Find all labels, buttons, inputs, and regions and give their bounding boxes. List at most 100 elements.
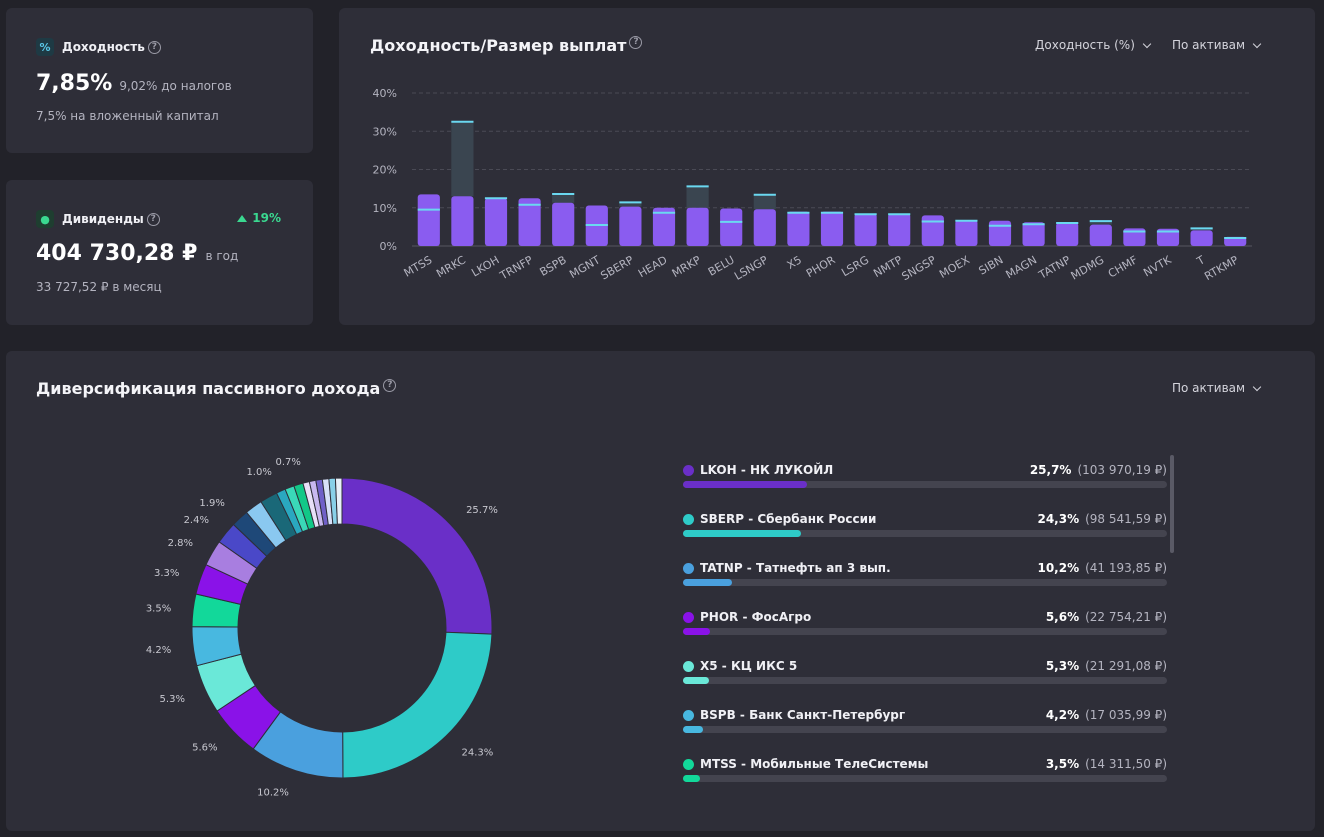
bar-tatnp[interactable]	[1056, 222, 1079, 246]
legend-item[interactable]: LKOH - НК ЛУКОЙЛ 25,7% (103 970,19 ₽)	[683, 463, 1167, 503]
y-tick-label: 0%	[380, 240, 397, 253]
bar-sngsp[interactable]	[921, 215, 944, 246]
x-tick-label: MRKP	[670, 253, 704, 280]
percent-icon: %	[36, 38, 54, 56]
yield-chart-title: Доходность/Размер выплат	[370, 36, 627, 55]
x-tick-label: NVTK	[1141, 253, 1174, 279]
bar-phor[interactable]	[820, 211, 844, 246]
help-icon[interactable]: ?	[383, 379, 397, 392]
donut-slice-label: 5.6%	[192, 743, 217, 754]
bar-bspb[interactable]	[552, 202, 575, 246]
bar-t[interactable]	[1190, 230, 1213, 246]
legend-color-dot	[683, 611, 694, 623]
diversification-title: Диверсификация пассивного дохода	[36, 379, 381, 398]
bar-chmf[interactable]	[1123, 228, 1146, 246]
x-tick-label: PHOR	[804, 253, 838, 280]
payout-ghost-bar	[552, 193, 575, 203]
bar-x5[interactable]	[787, 211, 810, 246]
legend-item-name: LKOH - НК ЛУКОЙЛ	[700, 463, 834, 477]
bar-belu[interactable]	[720, 208, 743, 246]
bar-head[interactable]	[652, 207, 676, 246]
x-tick-label: MOEX	[937, 253, 972, 281]
bar-nmtp[interactable]	[888, 213, 911, 246]
yield-invested: 7,5% на вложенный капитал	[36, 109, 219, 123]
bar-mdmg[interactable]	[1089, 224, 1112, 246]
yield-chart-title-row: Доходность/Размер выплат?	[370, 36, 643, 55]
y-tick-label: 10%	[373, 202, 397, 215]
metric-dropdown[interactable]: Доходность (%)	[1035, 38, 1152, 52]
x-tick-label: BELU	[706, 253, 737, 278]
legend-share-track	[683, 579, 1167, 586]
legend-item-pct: 3,5%	[1045, 757, 1080, 771]
legend-item-name: MTSS - Мобильные ТелеСистемы	[700, 757, 929, 771]
legend-item-amount: (103 970,19 ₽)	[1077, 463, 1167, 477]
bar-lsngp[interactable]	[753, 209, 776, 246]
legend-item-name: BSPB - Банк Санкт-Петербург	[700, 708, 906, 722]
donut-slice-label: 1.9%	[199, 498, 224, 509]
bar-mrkp[interactable]	[686, 207, 709, 246]
payout-ghost-bar	[619, 202, 642, 207]
legend-item-name: X5 - КЦ ИКС 5	[700, 659, 798, 673]
yield-pre-tax: 9,02% до налогов	[119, 79, 232, 93]
diversification-donut-chart: 25.7% 24.3% 10.2% 5.6% 5.3% 4.2% 3.5% 3.3% 2.8% 2…	[146, 457, 498, 799]
legend-item-amount: (98 541,59 ₽)	[1085, 512, 1167, 526]
piggy-bank-icon: ●	[36, 210, 54, 228]
bar-sibn[interactable]	[988, 220, 1012, 246]
dividends-per-month: 33 727,52 ₽ в месяц	[36, 280, 162, 294]
dividends-card-title: Дивиденды	[62, 212, 144, 226]
bar-trnfp[interactable]	[518, 198, 541, 246]
y-tick-label: 30%	[373, 125, 397, 138]
donut-slice[interactable]	[334, 477, 343, 525]
dividends-card-header: ● Дивиденды ?	[36, 210, 160, 228]
dividends-change-value: 19%	[252, 211, 281, 225]
legend-share-track	[683, 530, 1167, 537]
x-tick-label: CHMF	[1106, 253, 1140, 280]
donut-slice[interactable]	[341, 477, 493, 635]
bar-rtkmp[interactable]	[1224, 236, 1247, 246]
legend-item-amount: (41 193,85 ₽)	[1085, 561, 1167, 575]
legend-item[interactable]: X5 - КЦ ИКС 5 5,3% (21 291,08 ₽)	[683, 659, 1167, 699]
diversification-group-dropdown-label: По активам	[1172, 381, 1246, 395]
x-tick-label: T	[1194, 253, 1207, 268]
bar-magn[interactable]	[1022, 222, 1045, 246]
legend-color-dot	[683, 562, 694, 574]
donut-slice-label: 10.2%	[257, 788, 289, 799]
bar-lkoh[interactable]	[484, 198, 508, 246]
yield-card: % Доходность ? 7,85% 9,02% до налогов 7,…	[6, 8, 313, 153]
diversification-group-dropdown[interactable]: По активам	[1172, 381, 1262, 395]
x-tick-label: RTKMP	[1202, 253, 1241, 283]
legend-item[interactable]: BSPB - Банк Санкт-Петербург 4,2% (17 035,9…	[683, 708, 1167, 748]
bar-sberp[interactable]	[619, 206, 642, 246]
yield-value: 7,85%	[36, 71, 113, 96]
donut-slice-label: 4.2%	[146, 645, 171, 656]
group-dropdown[interactable]: По активам	[1172, 38, 1262, 52]
legend-share-track	[683, 481, 1167, 488]
donut-slice-label: 3.3%	[154, 568, 179, 579]
legend-scrollbar[interactable]	[1170, 455, 1174, 553]
legend-item[interactable]: SBERP - Сбербанк России 24,3% (98 541,59 ₽…	[683, 512, 1167, 552]
legend-item-name: SBERP - Сбербанк России	[700, 512, 877, 526]
help-icon[interactable]: ?	[629, 36, 643, 49]
yield-chart-card: Доходность/Размер выплат? Доходность (%)…	[339, 8, 1315, 325]
bar-mtss[interactable]	[417, 194, 440, 246]
legend-item-amount: (22 754,21 ₽)	[1085, 610, 1167, 624]
bar-mrkc[interactable]	[451, 196, 474, 246]
legend-color-dot	[683, 758, 694, 770]
donut-slice-label: 1.0%	[246, 467, 271, 478]
legend-item[interactable]: TATNP - Татнефть ап 3 вып. 10,2% (41 193,8…	[683, 561, 1167, 601]
help-icon[interactable]: ?	[147, 40, 161, 54]
legend-share-track	[683, 628, 1167, 635]
y-tick-label: 40%	[373, 87, 397, 100]
bar-moex[interactable]	[955, 219, 978, 246]
legend-item-pct: 5,3%	[1045, 659, 1080, 673]
bar-lsrg[interactable]	[854, 213, 877, 246]
legend-item[interactable]: MTSS - Мобильные ТелеСистемы 3,5% (14 311,…	[683, 757, 1167, 797]
bar-nvtk[interactable]	[1156, 228, 1180, 246]
legend-item-pct: 25,7%	[1029, 463, 1072, 477]
legend-item[interactable]: PHOR - ФосАгро 5,6% (22 754,21 ₽)	[683, 610, 1167, 650]
legend-item-pct: 5,6%	[1045, 610, 1080, 624]
help-icon[interactable]: ?	[146, 212, 160, 226]
x-tick-label: SIBN	[976, 253, 1005, 277]
dividends-value: 404 730,28 ₽	[36, 241, 198, 266]
